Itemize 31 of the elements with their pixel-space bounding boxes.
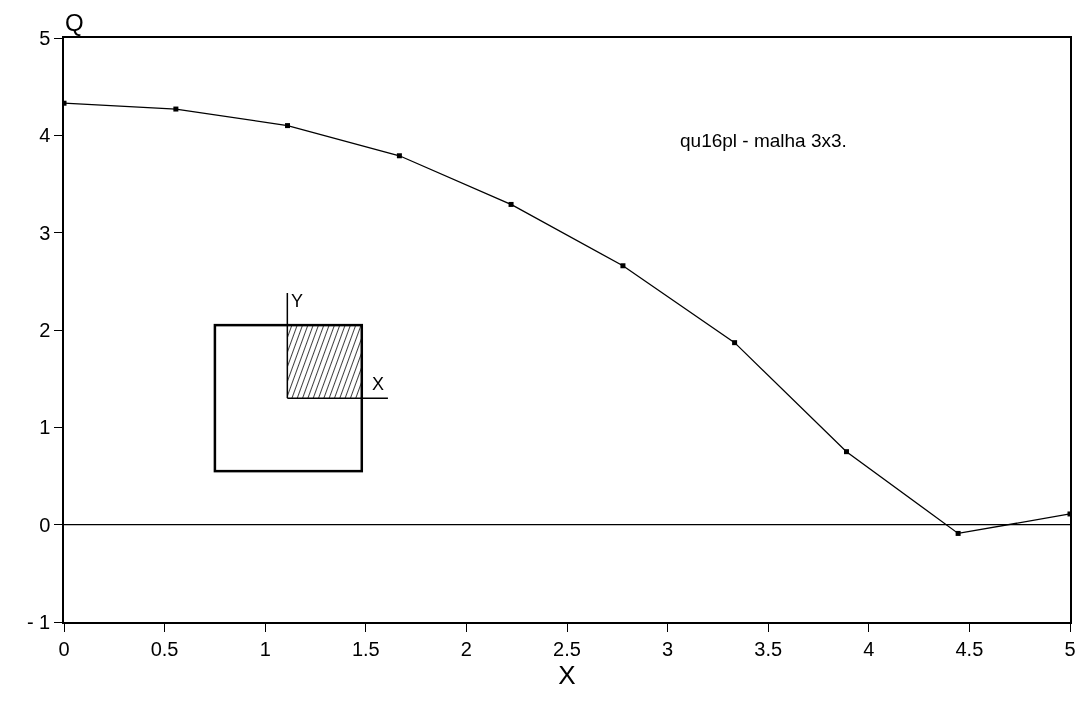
- annotation: X: [372, 374, 385, 394]
- y-tick-label: 5: [39, 27, 51, 49]
- x-tick-label: 3: [662, 637, 674, 660]
- y-tick-label: 2: [39, 319, 51, 341]
- point: [955, 530, 961, 536]
- y-tick-label: 3: [39, 221, 51, 244]
- x-tick-label: 0: [58, 637, 70, 660]
- y-tick-label: 0: [39, 513, 51, 536]
- x-tick-label: 4: [863, 637, 875, 660]
- point: [508, 201, 514, 207]
- annotation: Y: [291, 291, 304, 311]
- annotation: qu16pl - malha 3x3.: [680, 130, 847, 151]
- point: [732, 340, 738, 346]
- x-tick-label: 2: [460, 637, 472, 660]
- point: [396, 153, 402, 159]
- x-tick-label: 1: [259, 637, 271, 660]
- point: [173, 106, 179, 112]
- y-tick-label: 1: [39, 416, 51, 439]
- x-axis-title: X: [558, 659, 576, 690]
- y-tick-label: 4: [39, 124, 51, 147]
- point: [285, 123, 291, 129]
- y-axis-title: Q: [65, 9, 84, 36]
- x-tick-label: 1.5: [351, 637, 380, 660]
- y-tick-label: - 1: [26, 611, 51, 633]
- point: [620, 263, 626, 269]
- x-tick-label: 3.5: [754, 637, 783, 660]
- x-tick-label: 5: [1064, 637, 1076, 660]
- x-tick-label: 4.5: [955, 637, 984, 660]
- x-tick-label: 2.5: [553, 637, 581, 660]
- x-tick-label: 0.5: [150, 637, 179, 660]
- point: [843, 449, 849, 455]
